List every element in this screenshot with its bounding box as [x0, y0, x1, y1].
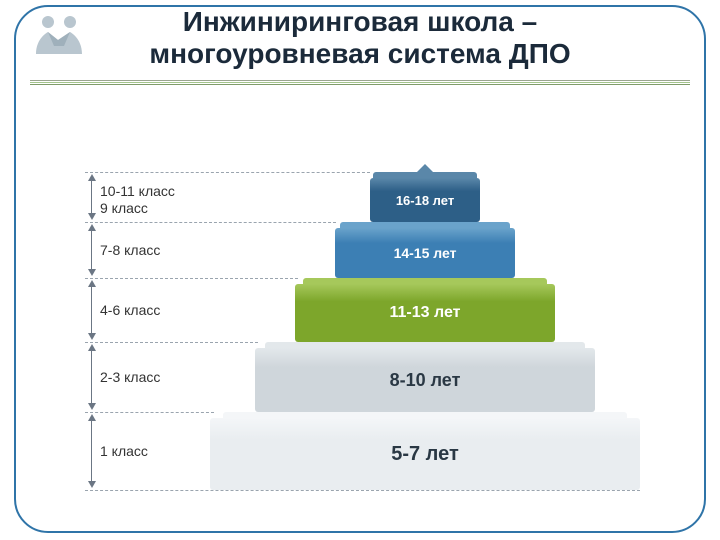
pyramid-stage: 5-7 лет 8-10 лет 11-13 лет 14-15 лет 16-18 л… [40, 160, 680, 520]
left-sep-lvl4 [85, 222, 336, 223]
pyramid-level-lvl2: 8-10 лет [255, 342, 595, 412]
class-label-lvl4: 7-8 класс [100, 242, 160, 259]
level-face-lvl1: 5-7 лет [210, 418, 640, 490]
age-label-lvl5: 16-18 лет [396, 193, 454, 208]
range-arrow-lvl2 [88, 344, 94, 410]
age-label-lvl3: 11-13 лет [390, 304, 461, 322]
title-line1: Инжиниринговая школа – [183, 6, 537, 37]
pyramid-level-lvl3: 11-13 лет [295, 278, 555, 342]
age-label-lvl1: 5-7 лет [391, 443, 459, 466]
pyramid-level-lvl4: 14-15 лет [335, 222, 515, 278]
age-label-lvl2: 8-10 лет [390, 370, 461, 391]
range-arrow-lvl1 [88, 414, 94, 488]
level-face-lvl5: 16-18 лет [370, 178, 480, 222]
left-sep-lvl1 [85, 412, 214, 413]
level-face-lvl3: 11-13 лет [295, 284, 555, 342]
age-label-lvl4: 14-15 лет [394, 245, 457, 261]
range-arrow-lvl4 [88, 224, 94, 276]
class-label-lvl3: 4-6 класс [100, 302, 160, 319]
level-face-lvl2: 8-10 лет [255, 348, 595, 412]
pyramid-level-lvl1: 5-7 лет [210, 412, 640, 490]
left-sep-lvl5 [85, 172, 370, 173]
class-label-lvl1: 1 класс [100, 443, 148, 460]
left-sep-bottom [85, 490, 640, 491]
left-sep-lvl2 [85, 342, 258, 343]
title-line2: многоуровневая система ДПО [149, 38, 570, 69]
class-label-lvl2: 2-3 класс [100, 369, 160, 386]
level-face-lvl4: 14-15 лет [335, 228, 515, 278]
pyramid-level-lvl5: 16-18 лет [370, 172, 480, 222]
class-label-lvl5: 10-11 класс9 класс [100, 183, 175, 217]
page-title: Инжиниринговая школа – многоуровневая си… [0, 6, 720, 70]
left-sep-lvl3 [85, 278, 298, 279]
range-arrow-lvl5 [88, 174, 94, 220]
range-arrow-lvl3 [88, 280, 94, 340]
title-underline [30, 80, 690, 86]
